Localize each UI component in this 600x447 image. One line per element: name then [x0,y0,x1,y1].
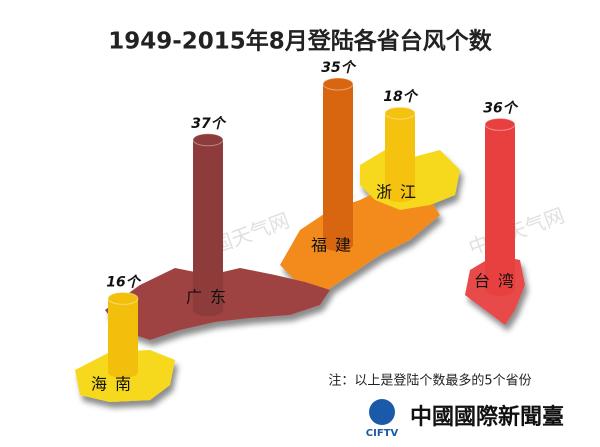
data-label: 18个 [383,88,418,105]
logo-icon [369,399,395,425]
note: 注：以上是登陆个数最多的5个省份 [328,373,531,389]
bar-top [484,117,516,131]
category-label: 浙江 [376,183,424,202]
bar-base [193,304,223,316]
data-label: 37个 [191,115,226,132]
bar-top [192,133,224,147]
bar-top [384,106,416,120]
bar-base [485,284,515,296]
category-label: 台湾 [474,272,522,291]
logo-abbr: CIFTV [366,428,399,439]
bar [485,124,515,291]
bar [108,298,138,372]
bar-base [108,366,138,378]
bar [193,139,223,310]
data-label: 35个 [321,59,356,76]
bar [323,84,353,245]
bar-base [385,190,415,202]
category-label: 福建 [311,236,359,255]
category-label: 海南 [91,375,139,394]
bar-top [107,291,139,305]
bar-top [322,77,354,91]
chart-title: 1949-2015年8月登陆各省台风个数 [108,28,493,55]
watermark: 中国天气网 [465,203,567,260]
bar [385,113,415,196]
category-label: 广东 [186,288,234,307]
map [75,150,525,402]
logo-text: 中國國際新聞臺 [410,404,564,430]
data-label: 36个 [483,99,518,116]
bar-base [323,239,353,251]
data-label: 16个 [106,273,141,290]
fujian-shape [280,190,440,295]
